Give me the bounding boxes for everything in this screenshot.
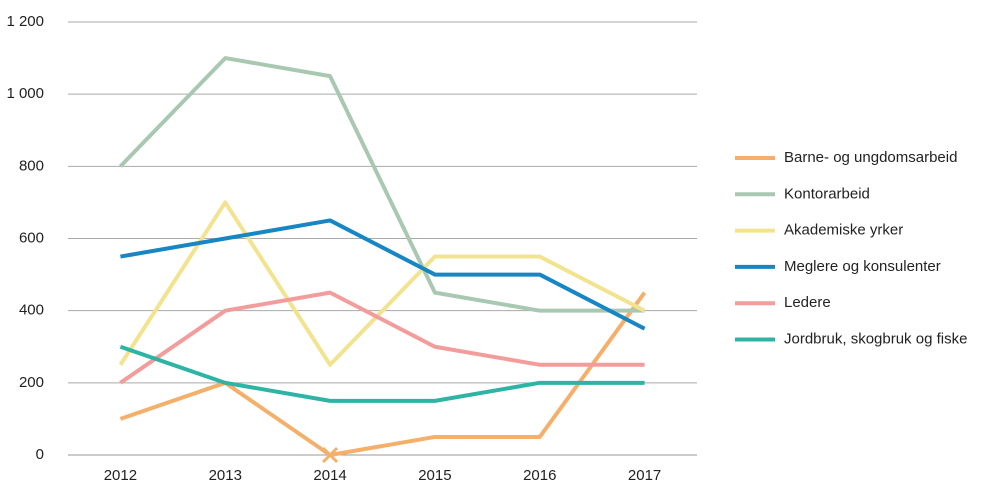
series-line — [120, 218, 646, 331]
legend-label: Jordbruk, skogbruk og fiske — [784, 330, 967, 347]
legend-label: Ledere — [784, 294, 831, 311]
y-tick-label: 0 — [36, 446, 44, 463]
y-tick-label: 1 000 — [6, 85, 44, 102]
y-tick-label: 400 — [19, 302, 44, 319]
series-line — [119, 290, 645, 385]
x-tick-label: 2016 — [523, 467, 556, 484]
y-tick-label: 800 — [19, 157, 44, 174]
series-line — [119, 291, 647, 457]
legend-label: Barne- og ungdomsarbeid — [784, 149, 957, 166]
x-tick-label: 2013 — [209, 467, 242, 484]
series-line — [119, 344, 645, 403]
legend-label: Meglere og konsulenter — [784, 258, 941, 275]
y-tick-label: 600 — [19, 229, 44, 246]
x-tick-label: 2014 — [313, 467, 346, 484]
series-line — [118, 56, 645, 313]
series-line — [118, 200, 646, 367]
y-tick-label: 1 200 — [6, 13, 44, 30]
y-tick-label: 200 — [19, 374, 44, 391]
legend-label: Akademiske yrker — [784, 222, 903, 239]
legend-label: Kontorarbeid — [784, 185, 870, 202]
point-marker — [322, 446, 339, 464]
x-tick-label: 2017 — [628, 467, 661, 484]
x-tick-label: 2015 — [418, 467, 451, 484]
x-tick-label: 2012 — [104, 467, 137, 484]
